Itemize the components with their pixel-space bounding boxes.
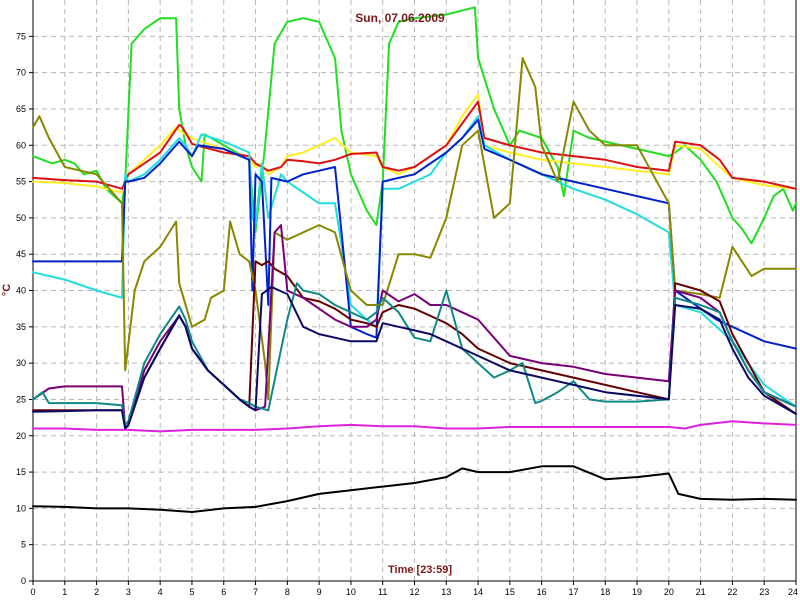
x-axis-label: Time [23:59] [388, 564, 452, 576]
x-tick-label: 17 [568, 587, 578, 597]
x-tick-label: 23 [759, 587, 769, 597]
x-tick-label: 3 [126, 587, 131, 597]
y-tick-label: 55 [16, 177, 26, 187]
x-tick-label: 13 [441, 587, 451, 597]
y-tick-label: 40 [16, 286, 26, 296]
series-line-3 [32, 100, 797, 190]
y-tick-label: 75 [16, 31, 26, 41]
series-line-12 [32, 465, 797, 513]
x-tick-label: 12 [409, 587, 419, 597]
chart-title: Sun, 07.06.2009 [355, 11, 445, 25]
y-tick-label: 5 [21, 540, 26, 550]
x-tick-label: 24 [788, 587, 798, 597]
y-tick-label: 20 [16, 431, 26, 441]
x-tick-label: 22 [727, 587, 737, 597]
tick-labels: 0 1 2 3 4 5 6 7 8 9 10 11 12 13 14 15 16 17 18 19 20 21 22 23 24… [16, 31, 798, 597]
x-tick-label: 4 [158, 587, 163, 597]
x-tick-label: 9 [317, 587, 322, 597]
series-line-10 [32, 285, 797, 430]
series-line-6 [32, 57, 797, 401]
y-tick-label: 15 [16, 467, 26, 477]
x-tick-label: 18 [600, 587, 610, 597]
y-tick-label: 30 [16, 358, 26, 368]
x-tick-label: 0 [30, 587, 35, 597]
y-tick-label: 50 [16, 213, 26, 223]
x-tick-label: 16 [537, 587, 547, 597]
series-line-8 [32, 224, 797, 430]
axes [29, 0, 797, 585]
x-tick-label: 6 [221, 587, 226, 597]
series-line-2 [32, 93, 797, 194]
x-tick-label: 8 [285, 587, 290, 597]
x-tick-label: 14 [473, 587, 483, 597]
y-tick-label: 60 [16, 140, 26, 150]
x-tick-label: 20 [664, 587, 674, 597]
y-tick-label: 70 [16, 68, 26, 78]
x-tick-label: 1 [62, 587, 67, 597]
x-tick-label: 7 [253, 587, 258, 597]
series-line-9 [32, 282, 797, 426]
x-tick-label: 21 [696, 587, 706, 597]
y-tick-label: 10 [16, 503, 26, 513]
series-line-5 [32, 118, 797, 350]
series-line-11 [32, 420, 797, 433]
y-tick-label: 0 [21, 576, 26, 586]
series-lines [32, 6, 797, 513]
x-tick-label: 5 [189, 587, 194, 597]
x-tick-label: 15 [505, 587, 515, 597]
x-tick-label: 10 [346, 587, 356, 597]
x-tick-label: 2 [94, 587, 99, 597]
x-tick-label: 11 [378, 587, 387, 597]
series-line-1 [32, 6, 797, 245]
x-tick-label: 19 [632, 587, 642, 597]
y-tick-label: 35 [16, 322, 26, 332]
y-axis-label: °C [1, 284, 13, 296]
y-tick-label: 25 [16, 394, 26, 404]
y-tick-label: 45 [16, 249, 26, 259]
y-tick-label: 65 [16, 104, 26, 114]
